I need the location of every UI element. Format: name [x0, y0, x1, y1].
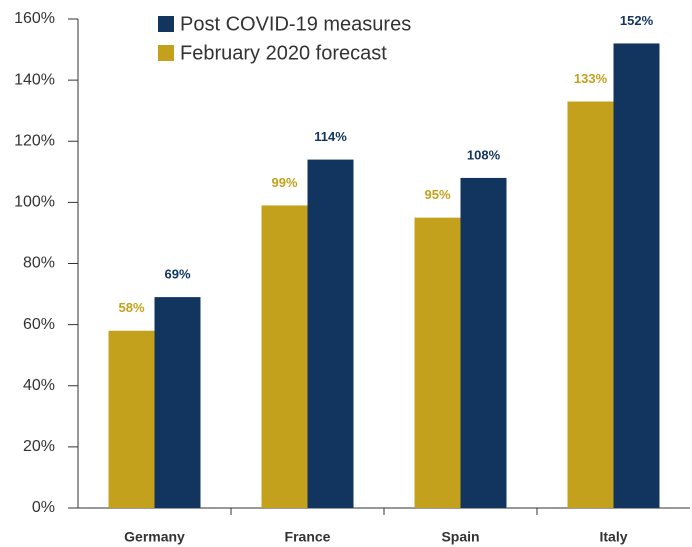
value-label: 69% [164, 267, 190, 282]
y-tick-label: 120% [14, 132, 55, 149]
value-label: 99% [271, 175, 297, 190]
bar [261, 205, 308, 508]
y-tick-label: 0% [32, 499, 55, 516]
value-label: 133% [574, 71, 608, 86]
value-label: 58% [118, 300, 144, 315]
value-label: 95% [424, 187, 450, 202]
bar [567, 101, 614, 509]
bar [307, 159, 354, 508]
value-label: 108% [467, 147, 501, 162]
bar [613, 43, 660, 508]
y-tick-label: 100% [14, 194, 55, 211]
bar [414, 217, 461, 508]
legend-swatch [158, 45, 174, 61]
legend-swatch [158, 16, 174, 32]
y-tick-label: 60% [23, 316, 55, 333]
y-tick-label: 160% [14, 10, 55, 27]
y-tick-label: 80% [23, 255, 55, 272]
y-tick-label: 20% [23, 438, 55, 455]
y-tick-label: 140% [14, 71, 55, 88]
legend-label: Post COVID-19 measures [180, 13, 411, 35]
value-label: 152% [620, 13, 654, 28]
bar [154, 297, 201, 508]
x-tick-label: France [285, 529, 331, 545]
x-tick-label: Germany [124, 529, 185, 545]
legend-label: February 2020 forecast [180, 42, 387, 64]
value-label: 114% [314, 129, 347, 144]
bar [108, 330, 155, 508]
x-tick-label: Spain [441, 529, 479, 545]
bar [460, 177, 507, 509]
x-tick-label: Italy [599, 529, 627, 545]
y-tick-label: 40% [23, 377, 55, 394]
